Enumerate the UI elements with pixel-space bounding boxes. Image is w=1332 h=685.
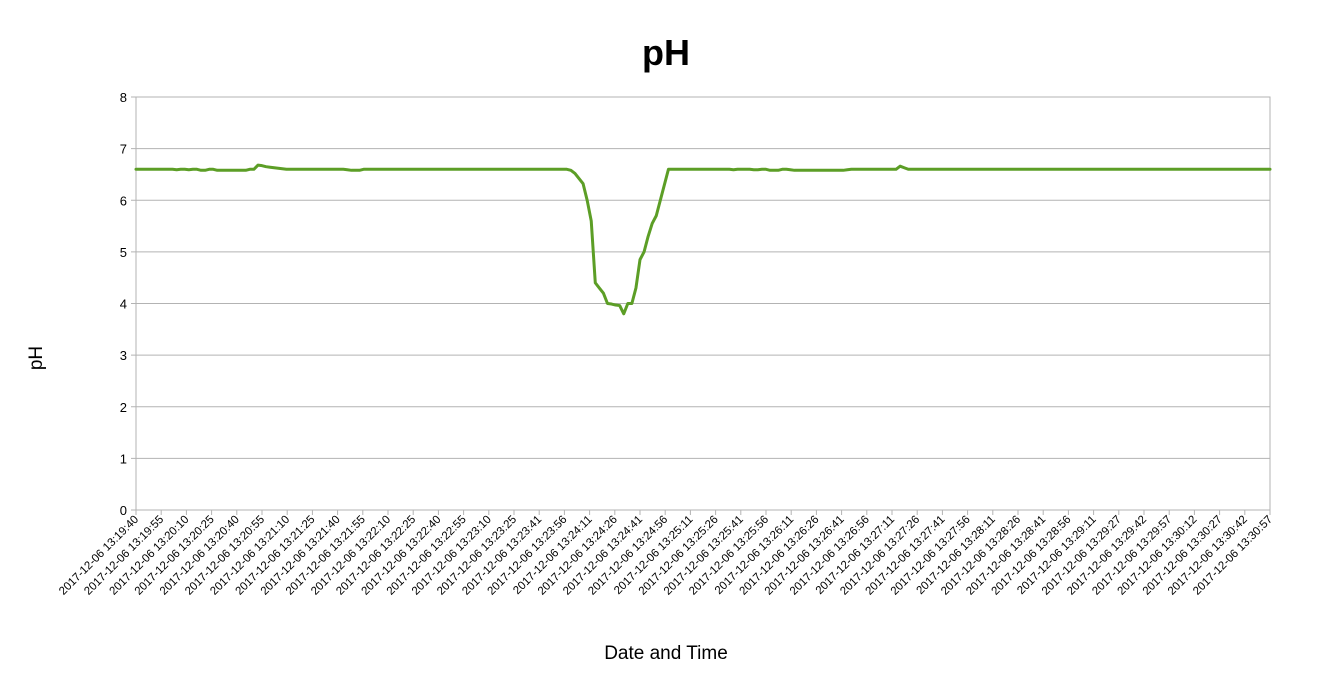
y-tick-label: 5	[120, 245, 127, 260]
y-tick-label: 0	[120, 503, 127, 518]
y-tick-label: 2	[120, 400, 127, 415]
y-axis-ticks: 0 1 2 3 4 5 6 7 8	[120, 90, 136, 518]
y-tick-label: 8	[120, 90, 127, 105]
chart-title: pH	[642, 32, 690, 73]
y-tick-label: 7	[120, 142, 127, 157]
y-axis-title: pH	[26, 346, 47, 370]
x-axis-title: Date and Time	[604, 643, 728, 664]
y-tick-label: 4	[120, 297, 127, 312]
y-tick-label: 6	[120, 193, 127, 208]
y-tick-label: 1	[120, 451, 127, 466]
ph-series	[134, 163, 1272, 316]
y-tick-label: 3	[120, 348, 127, 363]
ph-series-line	[134, 163, 1272, 316]
